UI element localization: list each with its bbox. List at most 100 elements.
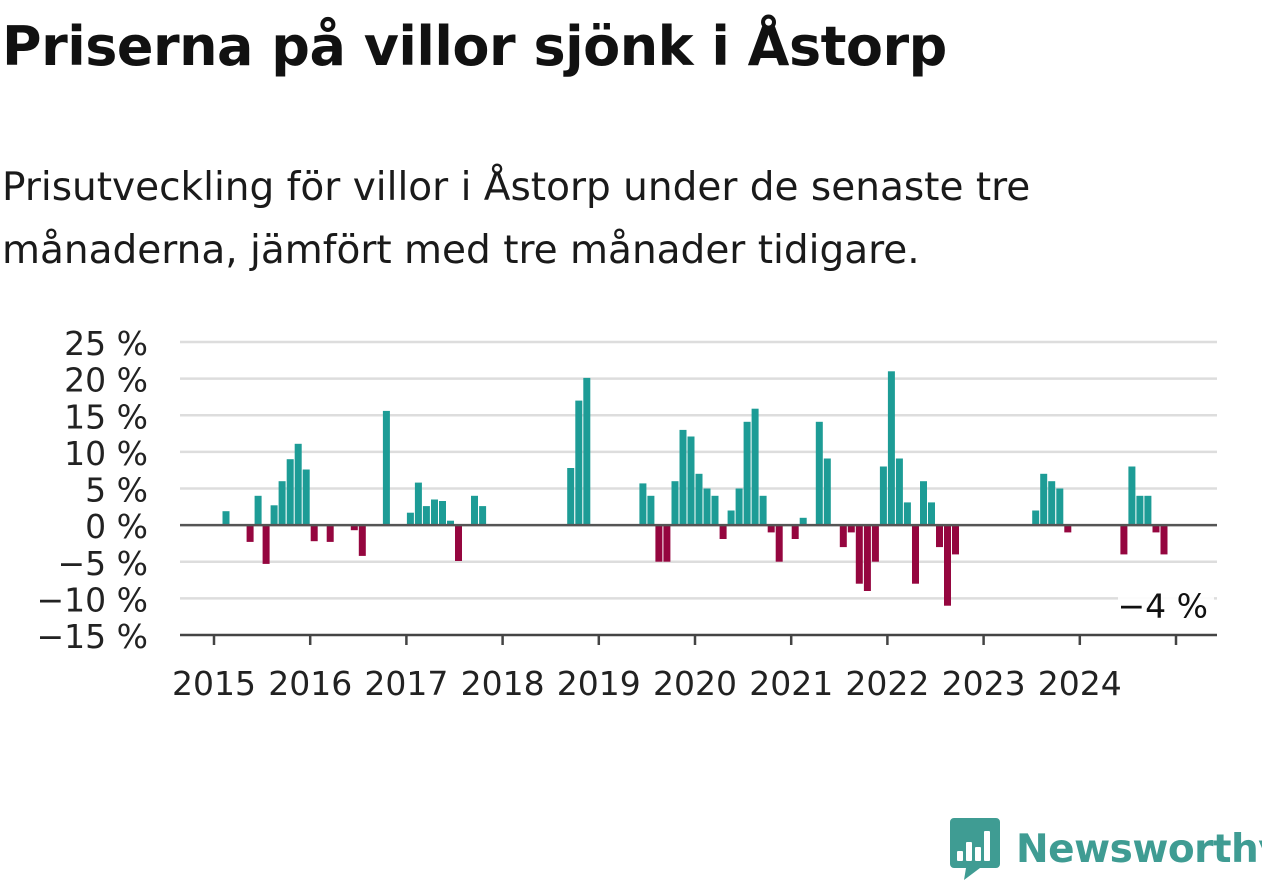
bar — [847, 525, 855, 533]
y-tick-label: 10 % — [64, 434, 148, 473]
bar — [414, 482, 422, 526]
x-axis-labels: 2015 2016 2017 2018 2019 2020 2021 2022 2023 2024 — [172, 664, 1122, 703]
bar — [358, 525, 366, 556]
y-tick-label: 5 % — [85, 471, 148, 510]
bar — [1128, 466, 1136, 526]
bar — [406, 512, 414, 526]
bar — [1120, 525, 1128, 555]
y-tick-label: −15 % — [37, 617, 149, 656]
bar — [671, 481, 679, 526]
bar — [855, 525, 863, 584]
bar — [1160, 525, 1168, 555]
bars — [222, 371, 1168, 606]
bar-chart-speech-bubble-icon — [950, 818, 1000, 880]
bar — [222, 511, 230, 526]
bar — [310, 525, 318, 542]
bar — [944, 525, 951, 606]
x-tick-label: 2022 — [845, 664, 929, 703]
bar — [952, 525, 959, 555]
bar — [679, 429, 687, 526]
bar — [567, 468, 575, 526]
bar — [735, 488, 743, 526]
bar — [887, 371, 895, 526]
bar — [663, 525, 671, 562]
bar — [1136, 495, 1144, 526]
annotations: −4 % — [1118, 584, 1214, 627]
bar — [254, 495, 262, 526]
brand-name: Newsworthy — [1016, 826, 1262, 872]
bar — [326, 525, 334, 542]
x-tick-label: 2015 — [172, 664, 256, 703]
bar — [639, 483, 647, 526]
bar — [751, 408, 759, 526]
bar — [302, 469, 310, 526]
x-tick-label: 2023 — [942, 664, 1026, 703]
bar — [1048, 481, 1056, 526]
bar — [823, 458, 831, 526]
bar — [647, 495, 655, 526]
bar — [759, 495, 767, 526]
bar — [928, 502, 935, 526]
bar — [711, 495, 719, 526]
bar — [879, 466, 887, 526]
bar — [278, 481, 286, 526]
gridlines — [180, 340, 1217, 600]
bar — [815, 421, 823, 526]
bar — [1056, 488, 1064, 526]
bar — [583, 377, 591, 526]
bar — [350, 525, 358, 531]
bar — [439, 501, 446, 526]
bar — [1032, 510, 1040, 526]
bar — [286, 459, 294, 526]
y-tick-label: −10 % — [37, 580, 149, 619]
bar — [903, 502, 911, 526]
bar — [687, 436, 695, 526]
bar — [703, 488, 711, 526]
bar — [871, 525, 879, 562]
bar — [791, 525, 799, 539]
bar — [727, 510, 735, 526]
bar — [262, 525, 270, 564]
x-tick-label: 2024 — [1038, 664, 1122, 703]
bar — [1064, 525, 1072, 533]
bar — [270, 505, 278, 526]
bar — [246, 525, 254, 542]
bar — [695, 473, 703, 526]
bar — [1040, 473, 1048, 526]
x-tick-label: 2018 — [461, 664, 545, 703]
x-tick-label: 2020 — [653, 664, 737, 703]
bar — [920, 481, 927, 526]
bar — [743, 421, 751, 526]
bar — [1152, 525, 1160, 533]
bar — [1144, 495, 1152, 526]
x-tick-label: 2019 — [557, 664, 641, 703]
bar — [912, 525, 919, 584]
bar — [479, 506, 487, 526]
y-tick-label: −5 % — [58, 544, 149, 583]
last-value-label-bg — [1118, 584, 1214, 627]
x-tick-label: 2016 — [268, 664, 352, 703]
bar — [422, 506, 430, 526]
bar — [447, 520, 454, 526]
bar — [767, 525, 775, 533]
last-value-label: −4 % — [1118, 586, 1209, 625]
bar — [575, 400, 583, 526]
bar — [719, 525, 727, 539]
bar — [895, 458, 903, 526]
bar — [455, 525, 462, 561]
bar — [382, 410, 390, 526]
y-tick-label: 15 % — [64, 397, 148, 436]
bar — [936, 525, 943, 548]
bar — [863, 525, 871, 591]
chart-subtitle: Prisutveckling för villor i Åstorp under… — [2, 165, 1031, 273]
bar — [431, 499, 438, 526]
chart-title: Priserna på villor sjönk i Åstorp — [2, 15, 947, 78]
x-tick-label: 2017 — [364, 664, 448, 703]
bar — [294, 443, 302, 526]
y-axis-labels: 25 %20 %15 %10 %5 %0 %−5 %−10 %−15 % — [37, 324, 149, 656]
x-tick-label: 2021 — [749, 664, 833, 703]
bar — [775, 525, 783, 562]
bar — [799, 517, 807, 526]
bar — [839, 525, 847, 548]
newsworthy-logo: Newsworthy — [950, 818, 1262, 880]
